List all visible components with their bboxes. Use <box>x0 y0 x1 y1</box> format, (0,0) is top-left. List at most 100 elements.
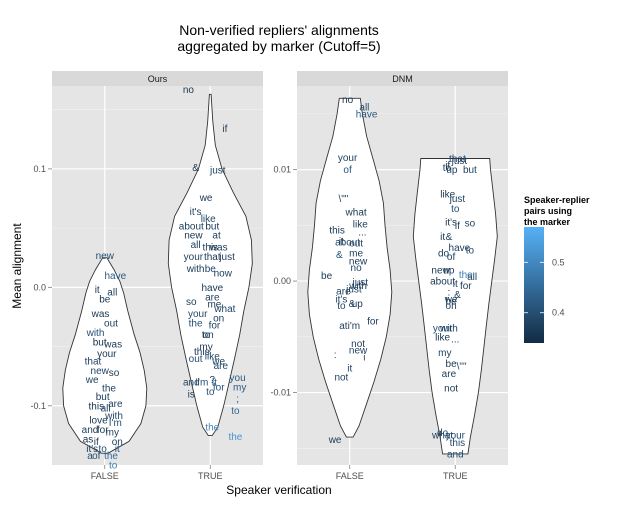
marker-word: & <box>446 232 453 243</box>
y-tick-label: 0.0 <box>33 282 46 292</box>
marker-word: it's <box>86 444 98 455</box>
marker-word: what <box>213 304 235 315</box>
marker-word: we <box>444 294 458 305</box>
marker-word: have <box>356 109 378 120</box>
marker-word: to <box>202 330 211 341</box>
x-tick-label: TRUE <box>198 471 223 481</box>
marker-word: ... <box>358 228 366 239</box>
y-tick-label: -0.01 <box>270 388 291 398</box>
marker-word: for <box>97 425 109 436</box>
marker-word: & <box>336 250 343 261</box>
marker-word: be <box>446 297 458 308</box>
marker-word: like <box>435 332 450 343</box>
marker-word: all <box>191 240 201 251</box>
legend-colorbar <box>524 227 544 343</box>
marker-word: do <box>438 249 450 260</box>
marker-word: now <box>214 269 233 280</box>
marker-word: about <box>179 221 204 232</box>
x-tick-label: TRUE <box>443 471 468 481</box>
marker-word: what <box>345 208 367 219</box>
marker-word: for <box>209 321 221 332</box>
marker-word: was <box>209 243 228 254</box>
marker-word: your <box>446 430 466 441</box>
marker-word: the <box>104 451 118 462</box>
legend-tick-label: 0.5 <box>552 257 565 267</box>
violin-true <box>167 93 253 436</box>
marker-word: but <box>96 392 110 403</box>
marker-word: was <box>103 340 122 351</box>
marker-word: we <box>85 375 99 386</box>
marker-word: so <box>186 297 197 308</box>
legend: Speaker-replier pairs using the marker 0… <box>524 195 590 343</box>
marker-word: for <box>213 382 225 393</box>
marker-word: be <box>205 264 217 275</box>
marker-word: & <box>349 299 356 310</box>
marker-word: : <box>334 350 337 361</box>
marker-word: not <box>351 339 365 350</box>
marker-word: of <box>447 252 456 263</box>
marker-word: out <box>189 354 203 365</box>
marker-word: just <box>209 166 226 177</box>
marker-word: with <box>439 323 458 334</box>
marker-word: do <box>437 428 449 439</box>
marker-word: I'm <box>109 418 122 429</box>
marker-word: ; <box>236 394 239 405</box>
legend-title-line-1: Speaker-replier <box>524 195 590 205</box>
y-axis-title: Mean alignment <box>10 223 24 309</box>
marker-word: it <box>440 232 445 243</box>
marker-word: \"" <box>457 361 467 372</box>
marker-word: to <box>231 406 240 417</box>
marker-word: that <box>85 356 102 367</box>
marker-word: the <box>102 384 116 395</box>
marker-word: your <box>97 349 117 360</box>
marker-word: i <box>363 352 365 363</box>
marker-word: it <box>453 279 458 290</box>
marker-word: my <box>438 348 451 359</box>
marker-word: like <box>353 220 368 231</box>
chart-title-line-2: aggregated by marker (Cutoff=5) <box>177 38 380 54</box>
marker-word: that <box>449 154 466 165</box>
marker-word: no <box>351 263 363 274</box>
facet-label: DNM <box>392 74 413 84</box>
marker-word: for <box>367 317 379 328</box>
marker-word: it <box>347 364 352 375</box>
marker-word: it's <box>190 207 202 218</box>
violin-false <box>307 97 393 438</box>
marker-word: with <box>348 281 367 292</box>
marker-word: and <box>183 378 200 389</box>
marker-word: me <box>349 249 363 260</box>
marker-word: be <box>446 359 458 370</box>
marker-word: as <box>83 434 94 445</box>
marker-word: just <box>451 156 468 167</box>
marker-word: like <box>205 352 220 363</box>
marker-word: the <box>459 270 473 281</box>
legend-title-line-2: pairs using <box>524 206 572 216</box>
marker-word: up <box>352 299 364 310</box>
marker-word: on <box>446 301 457 312</box>
marker-word: it <box>115 444 120 455</box>
marker-word: to <box>99 444 108 455</box>
marker-word: the <box>189 318 203 329</box>
marker-word: me <box>207 299 221 310</box>
marker-word: to <box>443 163 452 174</box>
marker-word: : <box>448 288 451 299</box>
marker-word: no <box>342 95 354 106</box>
marker-word: this <box>329 225 345 236</box>
chart-title-line-1: Non-verified repliers' alignments <box>179 22 379 38</box>
marker-word: if <box>222 124 227 135</box>
marker-word: just <box>449 194 466 205</box>
marker-word: new <box>91 366 110 377</box>
marker-word: to <box>206 387 215 398</box>
marker-word: up <box>443 265 455 276</box>
marker-word: if <box>445 161 450 172</box>
marker-word: the <box>228 432 242 443</box>
marker-word: with <box>186 264 205 275</box>
marker-word: are <box>214 361 229 372</box>
marker-word: \"" <box>338 194 348 205</box>
marker-word: it's <box>445 218 457 229</box>
marker-word: on <box>112 437 123 448</box>
